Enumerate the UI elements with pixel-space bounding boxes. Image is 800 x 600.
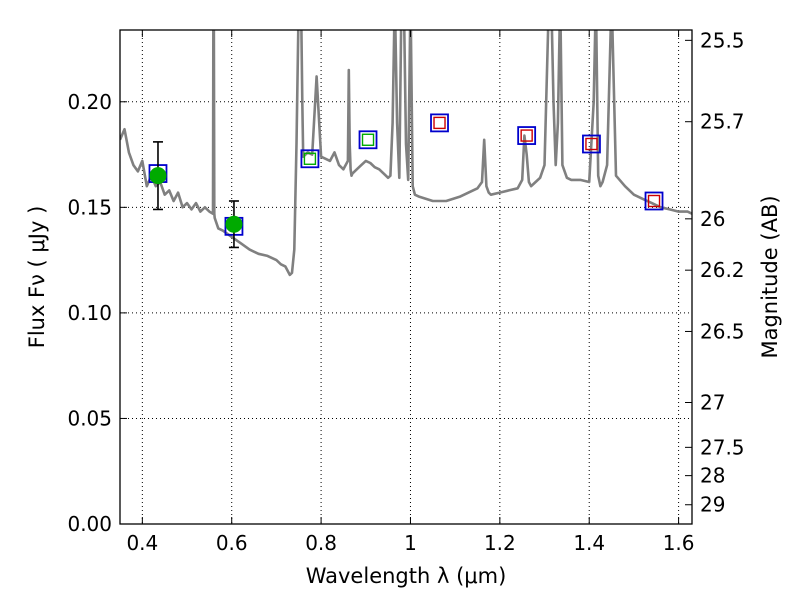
y-tick-label: 0.05 [67, 406, 112, 430]
plot-frame [119, 29, 693, 525]
model-band-marker [358, 130, 378, 150]
optical-band-marker [303, 152, 317, 165]
model-band-marker [430, 113, 449, 133]
y-tick-label: 0.00 [67, 512, 112, 536]
magnitude-tick-label: 26.2 [700, 258, 745, 282]
y-tick-label: 0.15 [67, 195, 112, 219]
optical-band-marker [361, 133, 375, 146]
x-tick-label: 1.2 [484, 531, 516, 555]
model-band-marker [300, 149, 320, 169]
nir-band-marker [647, 194, 661, 208]
y-axis-ticks: 0.00 0.05 0.10 0.15 0.20 [67, 90, 127, 536]
observed-point [149, 167, 167, 185]
x-tick-label: 0.4 [126, 531, 158, 555]
magnitude-tick-label: 26.5 [700, 319, 745, 343]
spectrum-line [120, 30, 692, 277]
magnitude-tick-label: 27.5 [700, 435, 745, 459]
magnitude-tick-label: 29 [700, 493, 725, 517]
y-tick-label: 0.10 [67, 301, 112, 325]
x-tick-label: 1 [404, 531, 417, 555]
magnitude-tick-label: 25.7 [700, 110, 745, 134]
data-points [148, 113, 664, 249]
model-band-marker [582, 134, 601, 154]
x-tick-label: 1.6 [663, 531, 695, 555]
y-tick-label: 0.20 [67, 90, 112, 114]
x-tick-label: 1.4 [573, 531, 605, 555]
magnitude-tick-label: 26 [700, 207, 725, 231]
observed-point [225, 215, 243, 233]
y-axis-label: Flux Fν ( μJy ) [25, 206, 49, 349]
x-tick-label: 0.8 [305, 531, 337, 555]
x-tick-label: 0.6 [216, 531, 248, 555]
magnitude-tick-label: 25.5 [700, 28, 745, 52]
magnitude-axis-ticks: 25.5 25.7 26 26.2 26.5 27 27.5 28 29 [685, 28, 745, 517]
x-axis-label: Wavelength λ (μm) [306, 564, 507, 588]
model-spectrum [120, 30, 692, 277]
model-band-marker [644, 191, 664, 211]
magnitude-tick-label: 27 [700, 391, 725, 415]
model-band-marker [517, 126, 537, 145]
nir-band-marker [433, 116, 446, 130]
magnitude-tick-label: 28 [700, 464, 725, 488]
magnitude-axis-label: Magnitude (AB) [758, 195, 782, 358]
x-axis-ticks: 0.4 0.6 0.8 1 1.2 1.4 1.6 [126, 30, 695, 555]
nir-band-marker [585, 137, 598, 151]
nir-band-marker [520, 129, 533, 142]
